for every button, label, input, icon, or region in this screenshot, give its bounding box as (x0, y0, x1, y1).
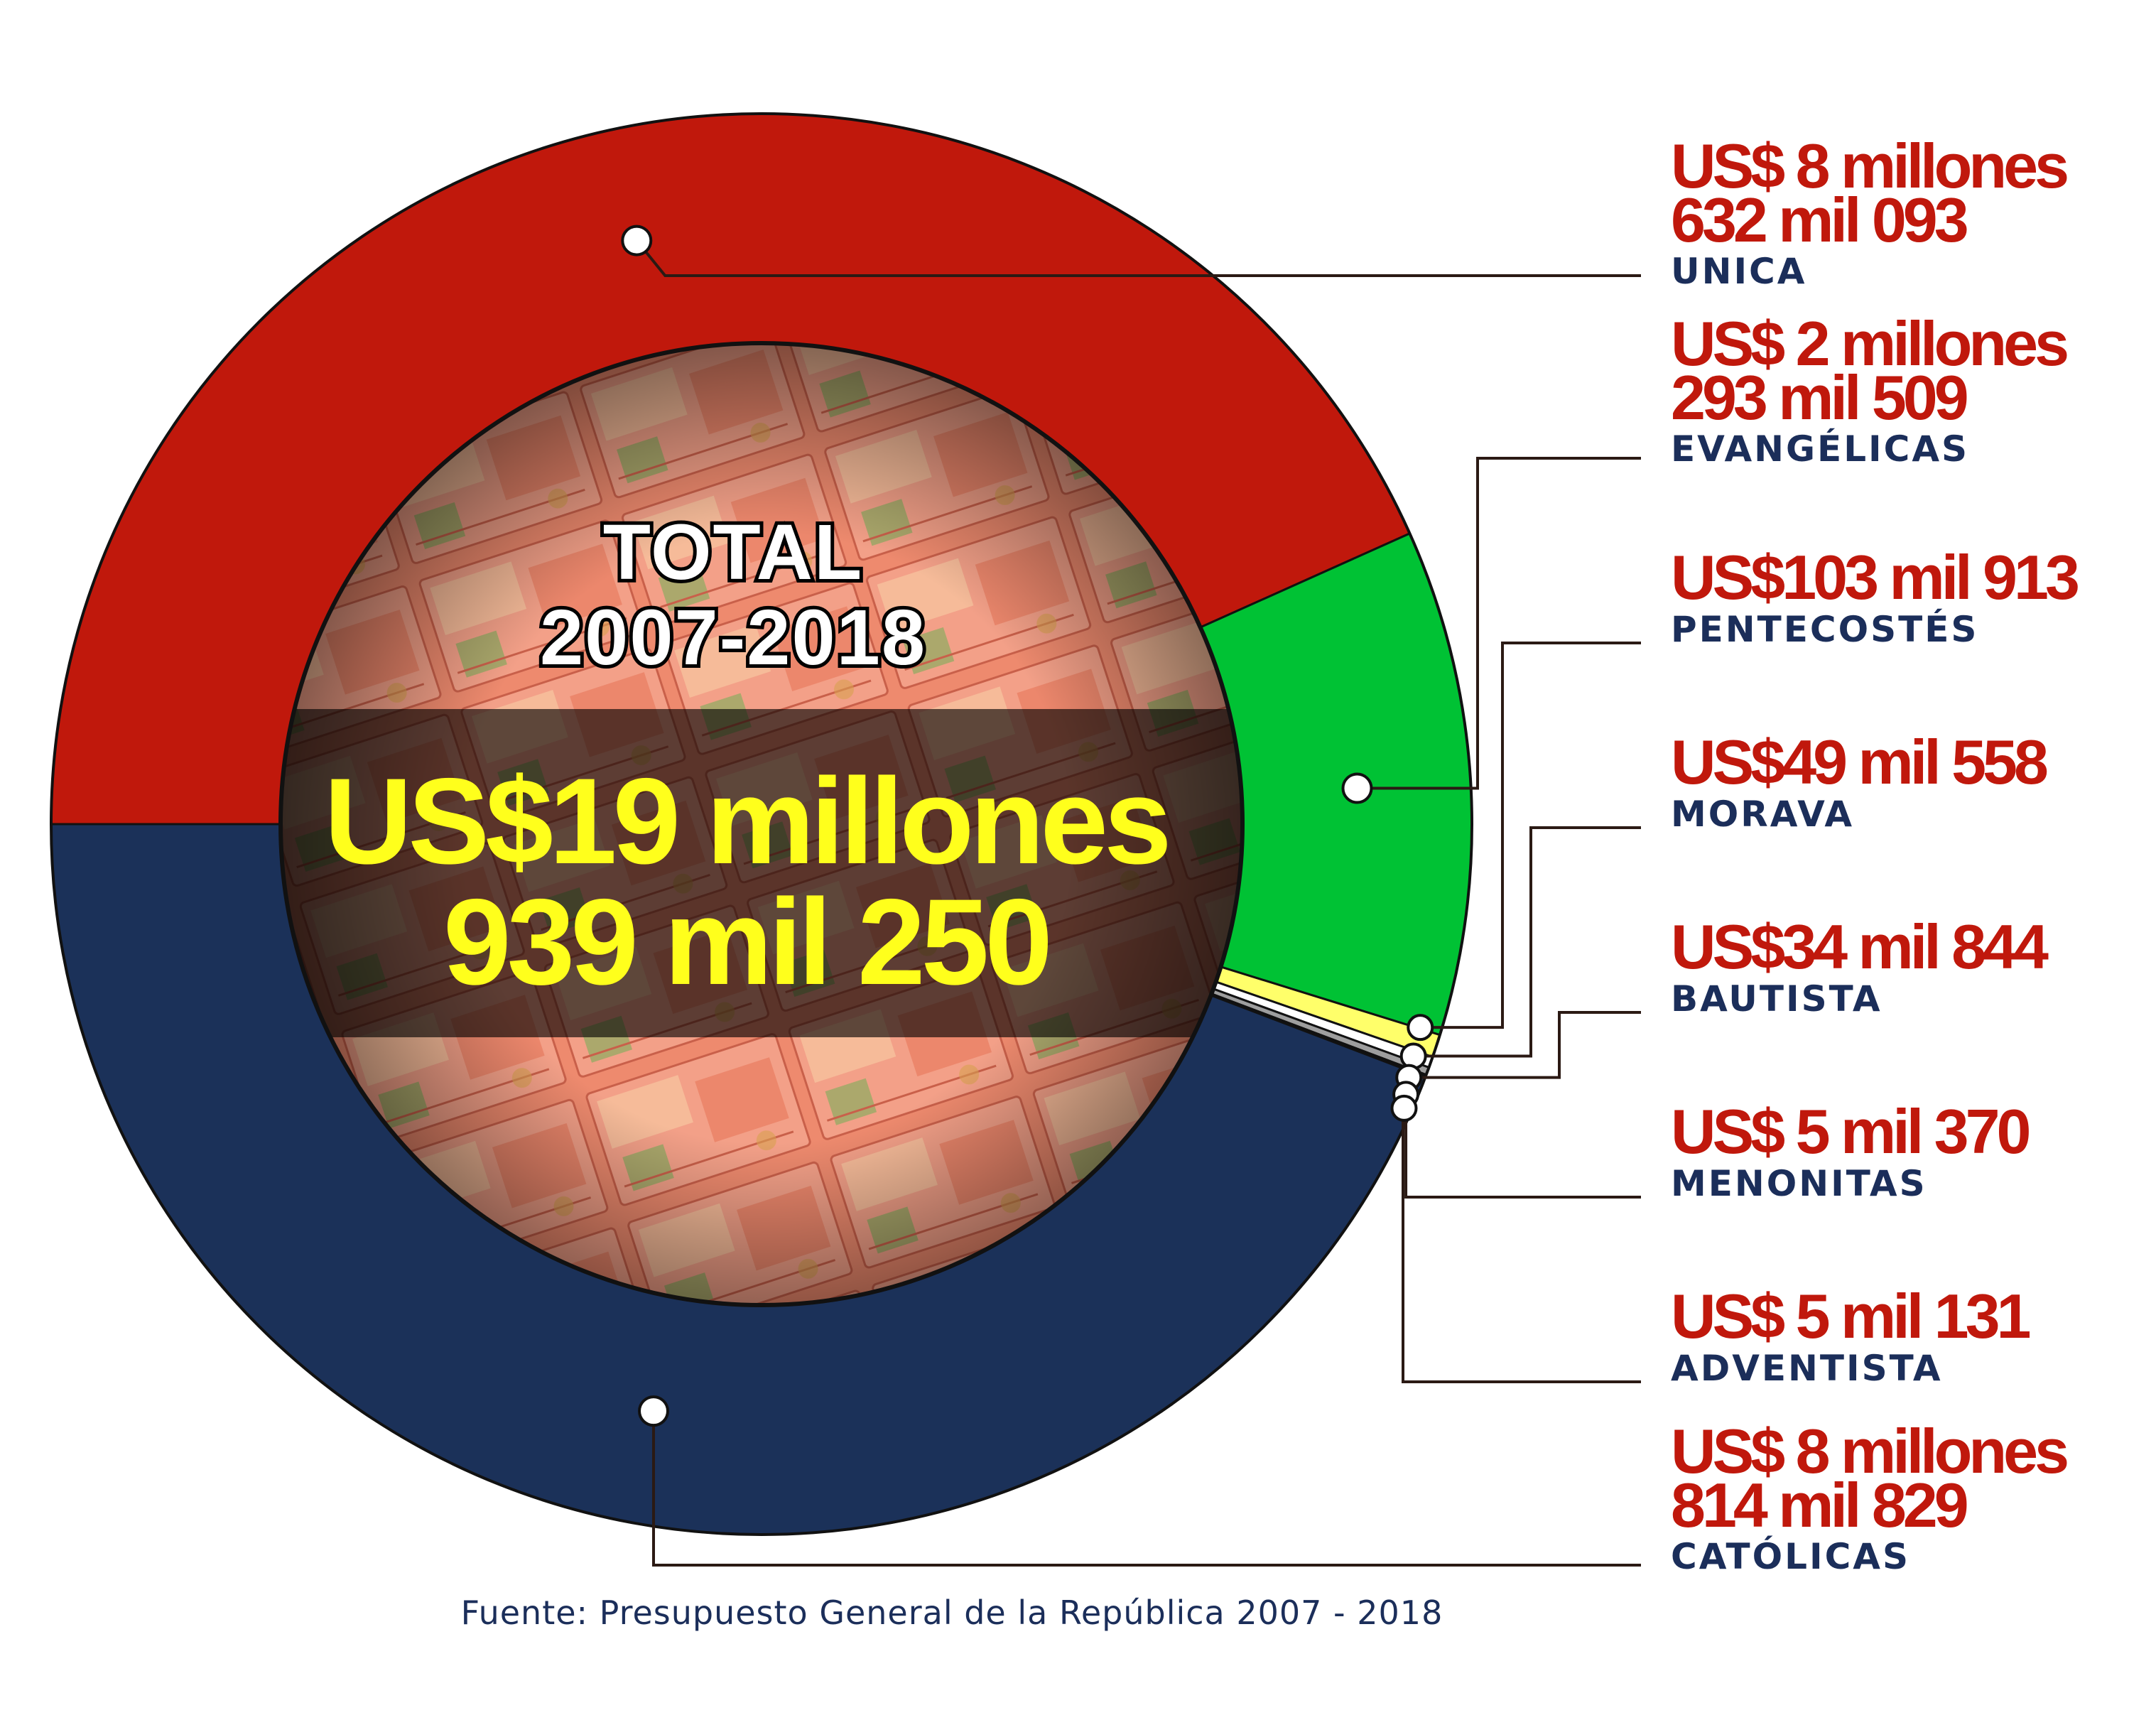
total-band (281, 709, 1242, 1037)
donut-outline (50, 112, 1473, 1536)
center-photo (281, 343, 1242, 1305)
marker-dot-catolicas (638, 1395, 670, 1427)
center-edge (278, 341, 1245, 1307)
label-menonitas: US$ 5 mil 370 MENONITAS (1671, 1096, 2031, 1204)
total-value-line1: US$19 millones (324, 753, 1167, 889)
leader-line-catolicas (652, 1411, 1641, 1567)
catolicas-amount-line1: US$ 8 millones (1671, 1416, 2069, 1486)
pentecostes-name: PENTECOSTÉS (1671, 608, 1979, 650)
leader-lines (621, 225, 1641, 1567)
marker-dot-evangelicas (1341, 772, 1373, 804)
bautista-amount: US$34 mil 844 (1671, 912, 2049, 982)
leader-line-morava (1413, 826, 1641, 1058)
morava-amount: US$49 mil 558 (1671, 727, 2049, 797)
menonitas-amount: US$ 5 mil 370 (1671, 1096, 2031, 1167)
marker-dot-unica (621, 225, 653, 256)
marker-dot-morava (1399, 1042, 1427, 1070)
morava-name: MORAVA (1671, 793, 1855, 835)
adventista-amount: US$ 5 mil 131 (1671, 1281, 2031, 1351)
label-unica: US$ 8 millones 632 mil 093 UNICA (1671, 131, 2069, 293)
leader-line-evangelicas (1357, 457, 1641, 790)
pentecostes-amount: US$103 mil 913 (1671, 542, 2080, 612)
menonitas-name: MENONITAS (1671, 1162, 1927, 1204)
label-evangelicas: US$ 2 millones 293 mil 509 EVANGÉLICAS (1671, 308, 2069, 470)
catolicas-amount-line2: 814 mil 829 (1671, 1469, 1969, 1540)
label-adventista: US$ 5 mil 131 ADVENTISTA (1671, 1281, 2031, 1389)
leader-line-menonitas (1404, 1094, 1641, 1199)
label-catolicas: US$ 8 millones 814 mil 829 CATÓLICAS (1671, 1416, 2069, 1578)
label-pentecostes: US$103 mil 913 PENTECOSTÉS (1671, 542, 2080, 650)
unica-amount-line2: 632 mil 093 (1671, 184, 1969, 255)
total-title-line1: TOTAL (603, 509, 863, 596)
unica-name: UNICA (1671, 251, 1807, 293)
label-morava: US$49 mil 558 MORAVA (1671, 727, 2049, 835)
unica-amount-line1: US$ 8 millones (1671, 131, 2069, 201)
marker-dot-pentecostes (1407, 1014, 1434, 1042)
leader-line-pentecostes (1420, 642, 1641, 1029)
evangelicas-amount-line2: 293 mil 509 (1671, 362, 1969, 433)
catolicas-name: CATÓLICAS (1671, 1536, 1910, 1578)
total-value-line2: 939 mil 250 (443, 874, 1049, 1010)
evangelicas-amount-line1: US$ 2 millones (1671, 308, 2069, 379)
marker-dot-adventista (1390, 1094, 1418, 1122)
total-title-line2: 2007-2018 (540, 594, 926, 681)
leader-line-bautista (1409, 1011, 1641, 1079)
bautista-name: BAUTISTA (1671, 978, 1883, 1019)
evangelicas-name: EVANGÉLICAS (1671, 428, 1970, 470)
label-bautista: US$34 mil 844 BAUTISTA (1671, 912, 2049, 1019)
adventista-name: ADVENTISTA (1671, 1347, 1943, 1389)
leader-line-adventista (1402, 1106, 1641, 1383)
source-note: Fuente: Presupuesto General de la Repúbl… (460, 1594, 1443, 1632)
